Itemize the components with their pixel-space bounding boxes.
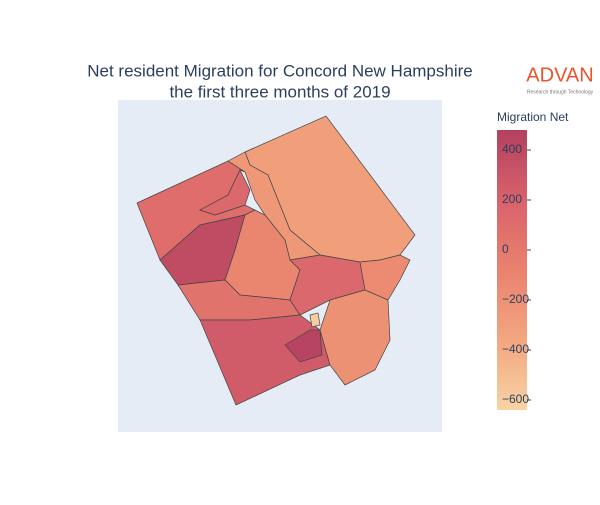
chart-subtitle: the first three months of 2019	[169, 82, 390, 101]
logo-tagline: Research through Technology	[527, 89, 594, 95]
colorbar-tick-label: 200	[502, 192, 522, 206]
region	[319, 289, 391, 386]
chart-title: Net resident Migration for Concord New H…	[87, 61, 473, 80]
colorbar-title: Migration Net	[497, 110, 569, 124]
colorbar-tick-label: 0	[502, 242, 509, 256]
colorbar	[497, 130, 527, 410]
region	[284, 329, 323, 363]
colorbar-tick-label: −200	[502, 292, 529, 306]
region	[309, 312, 321, 328]
region	[289, 254, 366, 316]
colorbar-tick-label: −400	[502, 342, 529, 356]
logo: ADVAN	[526, 64, 593, 86]
colorbar-tick-label: −600	[502, 392, 529, 406]
region	[199, 169, 251, 216]
colorbar-tick-label: 400	[502, 142, 522, 156]
